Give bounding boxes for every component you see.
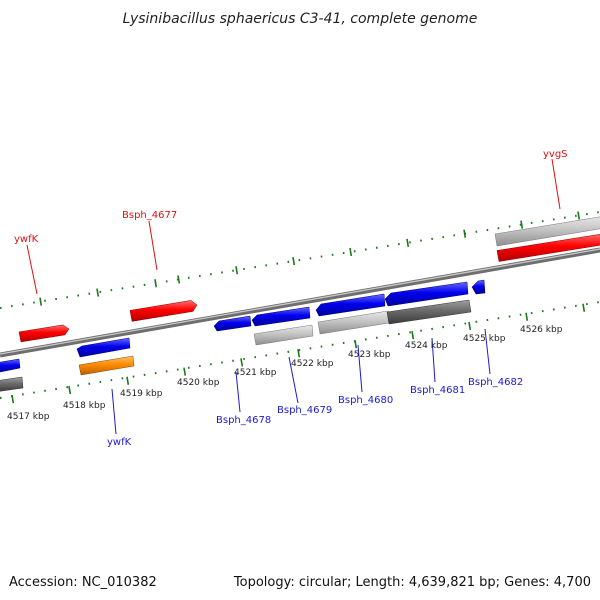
genome-title: Lysinibacillus sphaericus C3-41, complet… bbox=[123, 11, 478, 27]
region-box-bsph-4681 bbox=[386, 299, 472, 325]
gene-label-bsph-4677[interactable]: Bsph_4677 bbox=[122, 210, 177, 221]
kbp-label-4526: 4526 kbp bbox=[520, 325, 563, 335]
gene-label-leaders bbox=[26, 158, 561, 435]
gene-arrow-ywfK-forward[interactable] bbox=[18, 324, 70, 343]
gene-arrow-yvgS[interactable] bbox=[496, 234, 600, 262]
tick-track-lower bbox=[0, 301, 600, 404]
gene-arrow-bsph-4678[interactable] bbox=[213, 315, 252, 332]
kbp-label-4519: 4519 kbp bbox=[120, 389, 163, 399]
kbp-label-4524: 4524 kbp bbox=[405, 341, 448, 351]
kbp-label-4521: 4521 kbp bbox=[234, 368, 277, 378]
kbp-label-4525: 4525 kbp bbox=[463, 334, 506, 344]
gene-label-ywfK-top[interactable]: ywfK bbox=[14, 234, 39, 245]
kbp-label-4518: 4518 kbp bbox=[63, 401, 106, 411]
accession-text: Accession: NC_010382 bbox=[9, 575, 157, 590]
kbp-label-4523: 4523 kbp bbox=[348, 350, 391, 360]
gene-label-bsph-4681[interactable]: Bsph_4681 bbox=[410, 385, 465, 396]
kbp-label-4520: 4520 kbp bbox=[177, 378, 220, 388]
gene-labels: ywfK Bsph_4677 yvgS ywfK Bsph_4678 Bsph_… bbox=[14, 149, 568, 448]
region-box-upper-right bbox=[494, 216, 600, 247]
gene-arrow-bsph-4679[interactable] bbox=[251, 306, 311, 327]
gene-arrow-ywfK-reverse[interactable] bbox=[76, 337, 131, 358]
gene-label-ywfK-bottom[interactable]: ywfK bbox=[107, 437, 132, 448]
genome-backbone bbox=[0, 247, 600, 358]
gene-arrow-bsph-4682[interactable] bbox=[471, 279, 486, 295]
tick-track-upper bbox=[0, 211, 600, 309]
gene-arrow-bsph-4681[interactable] bbox=[384, 281, 469, 307]
gene-label-yvgS[interactable]: yvgS bbox=[543, 149, 568, 160]
topology-text: Topology: circular; Length: 4,639,821 bp… bbox=[233, 575, 591, 590]
gene-arrow-bsph-4680[interactable] bbox=[315, 293, 386, 317]
gene-label-bsph-4682[interactable]: Bsph_4682 bbox=[468, 377, 523, 388]
gene-arrow-bsph-4677[interactable] bbox=[129, 300, 198, 322]
gene-features bbox=[0, 216, 600, 392]
gene-arrow-left-edge[interactable] bbox=[0, 358, 21, 373]
region-box-bsph-4679 bbox=[253, 324, 314, 346]
kbp-labels: 4517 kbp 4518 kbp 4519 kbp 4520 kbp 4521… bbox=[7, 325, 563, 422]
gene-label-bsph-4679[interactable]: Bsph_4679 bbox=[277, 405, 332, 416]
gene-label-bsph-4678[interactable]: Bsph_4678 bbox=[216, 415, 271, 426]
rna-feature-ywfK[interactable] bbox=[78, 355, 135, 376]
gene-label-bsph-4680[interactable]: Bsph_4680 bbox=[338, 395, 393, 406]
region-box-left-edge bbox=[0, 376, 24, 392]
kbp-label-4517: 4517 kbp bbox=[7, 412, 50, 422]
kbp-label-4522: 4522 kbp bbox=[291, 359, 334, 369]
